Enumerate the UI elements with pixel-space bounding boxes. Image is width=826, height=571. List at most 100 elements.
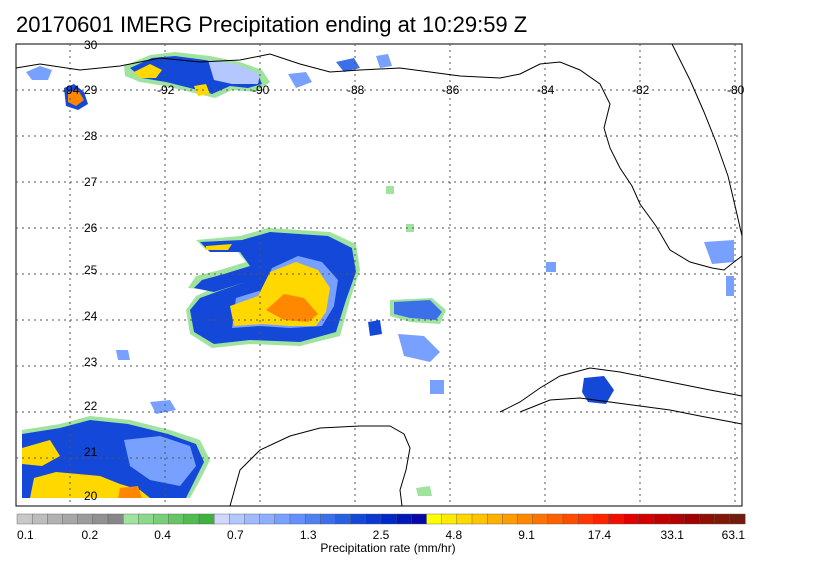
precip-area bbox=[26, 66, 52, 80]
precip-area bbox=[368, 320, 382, 336]
precip-area bbox=[394, 300, 442, 320]
colorbar-tick-label: 33.1 bbox=[661, 528, 685, 541]
colorbar-tick-label: 0.4 bbox=[154, 528, 171, 541]
colorbar-tick-label: 4.8 bbox=[445, 528, 462, 541]
lat-label: 21 bbox=[84, 445, 98, 459]
colorbar-swatch bbox=[577, 513, 594, 525]
precip-area bbox=[398, 334, 440, 362]
colorbar-swatch bbox=[350, 513, 367, 525]
lat-label: 30 bbox=[84, 38, 98, 52]
colorbar-swatch bbox=[411, 513, 427, 525]
precip-area bbox=[134, 64, 162, 78]
precip-area bbox=[416, 486, 432, 496]
colorbar-swatch bbox=[395, 513, 412, 525]
precip-area bbox=[582, 376, 614, 404]
colorbar-swatch bbox=[213, 513, 230, 525]
colorbar-swatch bbox=[729, 513, 746, 525]
lon-label: -80 bbox=[727, 83, 745, 97]
precip-area bbox=[430, 380, 444, 394]
yucatan-coastline bbox=[229, 425, 411, 507]
colorbar-swatch bbox=[16, 513, 33, 525]
colorbar: 0.1 0.2 0.4 0.7 1.3 2.5 4.8 9.1 17.4 33.1 63.1 bbox=[16, 513, 746, 541]
cuba-coastline bbox=[499, 367, 743, 413]
precip-area bbox=[406, 224, 414, 232]
colorbar-tick-label: 0.2 bbox=[81, 528, 98, 541]
coastlines bbox=[15, 43, 743, 507]
colorbar-swatch bbox=[138, 513, 155, 525]
colorbar-tick-label: 1.3 bbox=[300, 528, 317, 541]
colorbar-swatch bbox=[517, 513, 534, 525]
colorbar-swatch bbox=[699, 513, 716, 525]
colorbar-tick-label: 9.1 bbox=[518, 528, 535, 541]
map-title: 20170601 IMERG Precipitation ending at 1… bbox=[16, 12, 528, 37]
colorbar-swatch bbox=[320, 513, 336, 525]
lat-label: 29 bbox=[84, 83, 98, 97]
colorbar-swatch bbox=[92, 513, 109, 525]
colorbar-swatch bbox=[486, 513, 503, 525]
colorbar-swatch bbox=[198, 513, 215, 525]
longitude-labels: -94 -92 -90 -88 -86 -84 -82 -80 bbox=[62, 83, 745, 97]
precip-area bbox=[124, 436, 196, 486]
precip-area bbox=[68, 90, 84, 106]
colorbar-swatch bbox=[304, 513, 321, 525]
precip-area bbox=[546, 262, 556, 272]
lat-label: 20 bbox=[84, 489, 98, 503]
colorbar-swatch bbox=[244, 513, 261, 525]
florida-east-coastline bbox=[671, 43, 743, 237]
colorbar-title: Precipitation rate (mm/hr) bbox=[320, 541, 456, 555]
colorbar-swatch bbox=[31, 513, 48, 525]
lon-label: -86 bbox=[442, 83, 460, 97]
us-gulf-coastline bbox=[15, 53, 743, 271]
precip-area bbox=[386, 186, 394, 194]
colorbar-swatch bbox=[532, 513, 549, 525]
colorbar-swatch bbox=[259, 513, 276, 525]
colorbar-swatch bbox=[653, 513, 670, 525]
lon-label: -82 bbox=[632, 83, 650, 97]
precip-area bbox=[704, 240, 734, 264]
precip-area bbox=[208, 60, 260, 84]
colorbar-swatch bbox=[289, 513, 306, 525]
colorbar-swatch bbox=[684, 513, 701, 525]
colorbar-swatch bbox=[562, 513, 579, 525]
colorbar-swatch bbox=[77, 513, 94, 525]
lon-label: -92 bbox=[157, 83, 175, 97]
lon-label: -90 bbox=[252, 83, 270, 97]
precipitation-field bbox=[22, 52, 734, 498]
colorbar-swatch bbox=[638, 513, 655, 525]
precip-area bbox=[288, 72, 312, 88]
colorbar-tick-label: 0.7 bbox=[227, 528, 244, 541]
precip-area bbox=[206, 244, 232, 250]
colorbar-tick-label: 17.4 bbox=[588, 528, 612, 541]
precip-area bbox=[118, 486, 142, 498]
lat-label: 26 bbox=[84, 221, 98, 235]
lon-label: -94 bbox=[62, 83, 80, 97]
precip-area bbox=[266, 294, 318, 322]
gridlines bbox=[16, 44, 742, 506]
colorbar-swatch bbox=[502, 513, 518, 525]
map-frame bbox=[15, 43, 743, 507]
colorbar-tick-label: 0.1 bbox=[17, 528, 34, 541]
colorbar-tick-label: 63.1 bbox=[722, 528, 746, 541]
lon-label: -88 bbox=[347, 83, 365, 97]
colorbar-swatch bbox=[593, 513, 610, 525]
colorbar-swatch bbox=[456, 513, 473, 525]
precip-area bbox=[150, 400, 176, 414]
colorbar-swatch bbox=[426, 513, 443, 525]
colorbar-swatch bbox=[153, 513, 170, 525]
colorbar-swatch bbox=[441, 513, 458, 525]
colorbar-swatch bbox=[380, 513, 397, 525]
precip-area bbox=[22, 440, 60, 466]
precip-area bbox=[726, 276, 734, 296]
colorbar-swatch bbox=[471, 513, 488, 525]
lat-label: 22 bbox=[84, 399, 98, 413]
colorbar-tick-label: 2.5 bbox=[373, 528, 390, 541]
lat-label: 24 bbox=[84, 309, 98, 323]
colorbar-swatch bbox=[547, 513, 564, 525]
colorbar-swatch bbox=[47, 513, 64, 525]
colorbar-swatch bbox=[229, 513, 246, 525]
cuba-south-coastline bbox=[519, 397, 743, 425]
colorbar-swatch bbox=[62, 513, 79, 525]
lat-label: 27 bbox=[84, 175, 98, 189]
colorbar-swatch bbox=[668, 513, 685, 525]
